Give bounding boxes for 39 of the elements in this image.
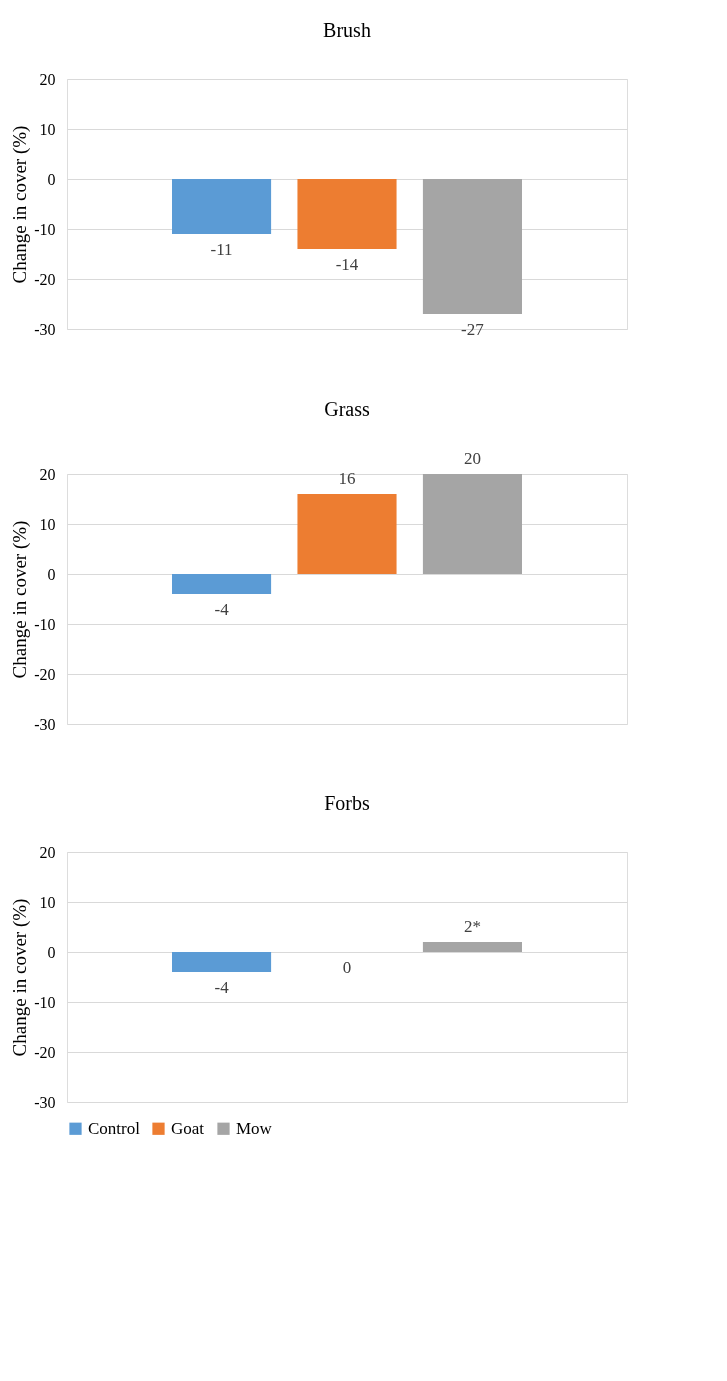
data-label: -27 bbox=[461, 320, 485, 339]
y-tick-label: -20 bbox=[34, 270, 56, 288]
y-tick-label: 10 bbox=[39, 120, 56, 138]
data-label: -11 bbox=[210, 240, 233, 259]
bar bbox=[297, 494, 397, 574]
chart-title: Brush bbox=[323, 19, 371, 41]
data-label: -14 bbox=[335, 255, 359, 274]
y-tick-label: -10 bbox=[34, 615, 56, 633]
y-tick-label: 20 bbox=[39, 70, 56, 88]
y-tick-label: 10 bbox=[39, 515, 56, 533]
y-tick-label: 10 bbox=[39, 893, 56, 911]
y-axis-title: Change in cover (%) bbox=[9, 898, 32, 1057]
y-tick-label: 0 bbox=[47, 943, 56, 961]
legend-label: Control bbox=[88, 1118, 141, 1138]
chart-title: Grass bbox=[324, 398, 370, 420]
legend-label: Mow bbox=[236, 1118, 273, 1138]
y-axis-title: Change in cover (%) bbox=[9, 520, 32, 679]
bar bbox=[422, 474, 522, 574]
chart-title: Forbs bbox=[324, 792, 370, 814]
y-tick-label: -30 bbox=[34, 715, 56, 733]
y-tick-label: 20 bbox=[39, 465, 56, 483]
y-tick-label: -20 bbox=[34, 1043, 56, 1061]
data-label: -4 bbox=[214, 978, 230, 997]
y-tick-label: 0 bbox=[47, 565, 56, 583]
data-label: 20 bbox=[463, 449, 481, 468]
y-tick-label: -10 bbox=[34, 993, 56, 1011]
y-axis-title: Change in cover (%) bbox=[9, 125, 32, 284]
bar bbox=[172, 574, 272, 594]
legend-label: Goat bbox=[171, 1118, 205, 1138]
data-label: 2* bbox=[463, 917, 481, 936]
y-tick-label: -30 bbox=[34, 1093, 56, 1111]
y-tick-label: 20 bbox=[39, 843, 56, 861]
y-tick-label: -10 bbox=[34, 220, 56, 238]
y-tick-label: -20 bbox=[34, 665, 56, 683]
y-tick-label: -30 bbox=[34, 320, 56, 338]
data-label: -4 bbox=[214, 600, 230, 619]
y-tick-label: 0 bbox=[47, 170, 56, 188]
data-label: 0 bbox=[342, 958, 352, 977]
data-label: 16 bbox=[338, 469, 356, 488]
